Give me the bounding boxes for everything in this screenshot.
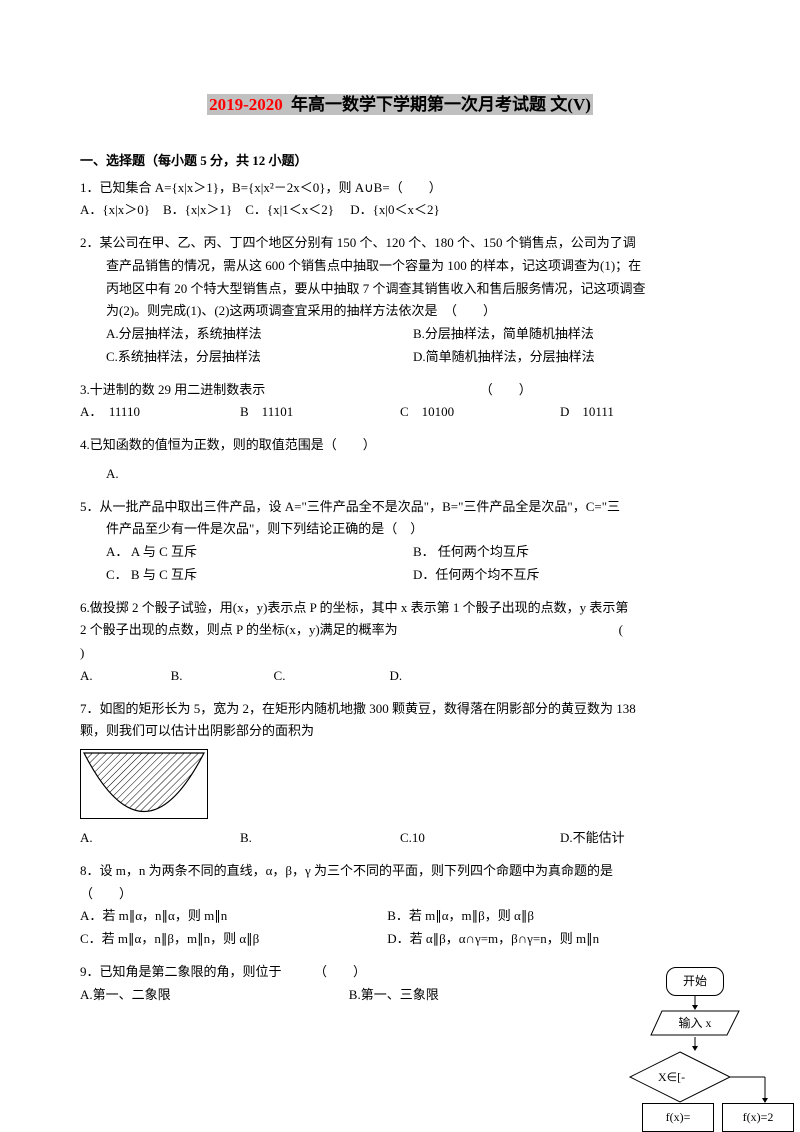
q8-opt-c: C．若 m∥α，n∥β，m∥n，则 α∥β xyxy=(80,928,387,951)
question-5: 5．从一批产品中取出三件产品，设 A="三件产品全不是次品"，B="三件产品全是… xyxy=(80,496,720,587)
question-3: 3.十进制的数 29 用二进制数表示 （ ） A． 11110 B 11101 … xyxy=(80,379,720,425)
flowchart: 开始 输入 x X∈[- f(x)= f(x)=2 xyxy=(620,967,770,1132)
q3-opt-d: D 10111 xyxy=(560,401,720,424)
question-2: 2．某公司在甲、乙、丙、丁四个地区分别有 150 个、120 个、180 个、1… xyxy=(80,232,720,369)
flow-arrow-icon xyxy=(620,996,770,1010)
question-7: 7．如图的矩形长为 5，宽为 2，在矩形内随机地撒 300 颗黄豆，数得落在阴影… xyxy=(80,698,720,850)
flow-cond-label: X∈[- xyxy=(658,1067,685,1088)
q5-opt-a: A． A 与 C 互斥 xyxy=(106,541,413,564)
q2-opt-c: C.系统抽样法，分层抽样法 xyxy=(106,346,413,369)
flow-arrow-icon xyxy=(620,1037,770,1051)
q2-opt-b: B.分层抽样法，简单随机抽样法 xyxy=(413,323,720,346)
q2-l3: 丙地区中有 20 个特大型销售点，要从中抽取 7 个调查其销售收入和售后服务情况… xyxy=(80,278,720,301)
q3-opt-b: B 11101 xyxy=(240,401,400,424)
q2-opt-d: D.简单随机抽样法，分层抽样法 xyxy=(413,346,720,369)
q3-opt-a: A． 11110 xyxy=(80,401,240,424)
q6-l3: ) xyxy=(80,642,720,665)
q5-opt-b: B． 任何两个均互斥 xyxy=(413,541,720,564)
q5-l1: 5．从一批产品中取出三件产品，设 A="三件产品全不是次品"，B="三件产品全是… xyxy=(80,496,720,519)
q7-opt-b: B. xyxy=(240,827,400,850)
section-1-heading: 一、选择题（每小题 5 分，共 12 小题） xyxy=(80,150,720,173)
q8-l2: （ ） xyxy=(80,883,720,906)
q8-opt-a: A．若 m∥α，n∥α，则 m∥n xyxy=(80,905,387,928)
q2-l4: 为(2)。则完成(1)、(2)这两项调查宜采用的抽样方法依次是 （ ） xyxy=(80,300,720,323)
exam-title: 2019-2020 年高一数学下学期第一次月考试题 文(V) xyxy=(80,90,720,120)
q3-stem: 3.十进制的数 29 用二进制数表示 （ ） xyxy=(80,379,720,402)
flow-input-label: 输入 x xyxy=(650,1010,740,1037)
q9-opt-b: B.第一、三象限 xyxy=(349,984,439,1007)
q1-options: A．{x|x＞0} B．{x|x＞1} C．{x|1＜x＜2} D．{x|0＜x… xyxy=(80,199,720,222)
q7-opt-d: D.不能估计 xyxy=(560,827,720,850)
q4-opt-a: A. xyxy=(80,463,720,486)
flow-result-right: f(x)=2 xyxy=(722,1103,794,1132)
q9-opt-a: A.第一、二象限 xyxy=(80,984,349,1007)
q5-opt-d: D．任何两个均不互斥 xyxy=(413,564,720,587)
parabola-figure xyxy=(80,749,208,819)
flow-input: 输入 x xyxy=(650,1010,740,1037)
q8-opt-d: D．若 α∥β，α∩γ=m，β∩γ=n，则 m∥n xyxy=(387,928,599,951)
q7-opt-a: A. xyxy=(80,827,240,850)
q7-opt-c: C.10 xyxy=(400,827,560,850)
q7-l1: 7．如图的矩形长为 5，宽为 2，在矩形内随机地撒 300 颗黄豆，数得落在阴影… xyxy=(80,698,720,721)
q8-l1: 8．设 m，n 为两条不同的直线，α，β，γ 为三个不同的平面，则下列四个命题中… xyxy=(80,860,720,883)
q8-opt-b: B．若 m∥α，m∥β，则 α∥β xyxy=(387,905,534,928)
q2-l2: 查产品销售的情况，需从这 600 个销售点中抽取一个容量为 100 的样本，记这… xyxy=(80,255,720,278)
q3-opt-c: C 10100 xyxy=(400,401,560,424)
q6-l1: 6.做投掷 2 个骰子试验，用(x，y)表示点 P 的坐标，其中 x 表示第 1… xyxy=(80,597,720,620)
question-6: 6.做投掷 2 个骰子试验，用(x，y)表示点 P 的坐标，其中 x 表示第 1… xyxy=(80,597,720,688)
flow-result-left: f(x)= xyxy=(642,1103,714,1132)
q6-opts: A. B. C. D. xyxy=(80,665,720,688)
q5-l2: 件产品至少有一件是次品"，则下列结论正确的是（ ） xyxy=(80,518,720,541)
q6-l2: 2 个骰子出现的点数，则点 P 的坐标(x，y)满足的概率为 ( xyxy=(80,619,720,642)
q5-opt-c: C． B 与 C 互斥 xyxy=(106,564,413,587)
q1-stem: 1．已知集合 A={x|x＞1}，B={x|x²－2x＜0}，则 A∪B=（ ） xyxy=(80,177,720,200)
question-1: 1．已知集合 A={x|x＞1}，B={x|x²－2x＜0}，则 A∪B=（ ）… xyxy=(80,177,720,223)
q2-l1: 2．某公司在甲、乙、丙、丁四个地区分别有 150 个、120 个、180 个、1… xyxy=(80,232,720,255)
q2-opt-a: A.分层抽样法，系统抽样法 xyxy=(106,323,413,346)
title-red: 2019-2020 xyxy=(207,94,285,115)
q4-stem: 4.已知函数的值恒为正数，则的取值范围是（ ） xyxy=(80,434,720,457)
q7-l2: 颗，则我们可以估计出阴影部分的面积为 xyxy=(80,720,720,743)
question-8: 8．设 m，n 为两条不同的直线，α，β，γ 为三个不同的平面，则下列四个命题中… xyxy=(80,860,720,951)
title-black: 年高一数学下学期第一次月考试题 文(V) xyxy=(285,94,593,115)
flow-start: 开始 xyxy=(666,967,724,996)
question-4: 4.已知函数的值恒为正数，则的取值范围是（ ） A. xyxy=(80,434,720,486)
